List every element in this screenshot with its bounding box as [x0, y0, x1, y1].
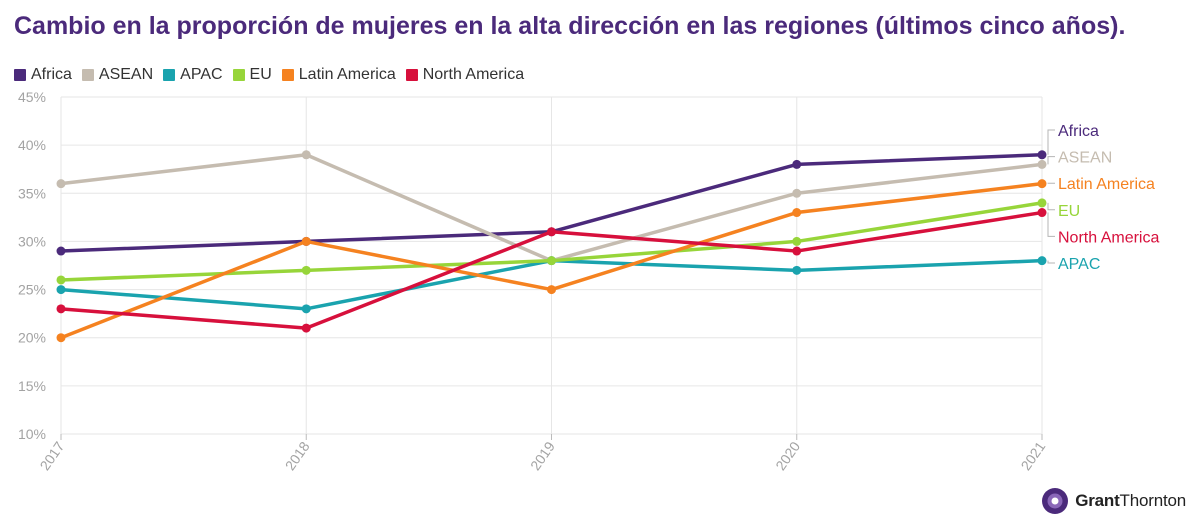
x-tick-label: 2017 — [36, 438, 67, 473]
data-point-asean — [56, 179, 66, 189]
data-point-asean — [301, 150, 311, 160]
legend-item-north-america: North America — [405, 66, 525, 84]
y-tick-label: 30% — [18, 233, 46, 249]
end-label-latin-america: Latin America — [1058, 176, 1155, 193]
data-point-apac — [792, 265, 802, 275]
data-point-latin-america — [1037, 179, 1047, 189]
legend-item-asean: ASEAN — [81, 66, 154, 84]
y-tick-label: 45% — [18, 89, 46, 105]
y-tick-label: 40% — [18, 137, 46, 153]
x-tick-label: 2020 — [772, 438, 803, 473]
data-point-apac — [56, 285, 66, 295]
y-tick-label: 25% — [18, 282, 46, 298]
end-label-eu: EU — [1058, 203, 1080, 220]
data-point-eu — [1037, 198, 1047, 208]
legend-swatch — [81, 69, 94, 81]
legend-item-eu: EU — [232, 66, 272, 84]
data-point-africa — [1037, 150, 1047, 160]
data-point-latin-america — [792, 208, 802, 218]
legend-label: Latin America — [298, 66, 396, 83]
legend-swatch — [14, 69, 26, 81]
data-point-north-america — [547, 227, 556, 237]
data-point-latin-america — [547, 285, 556, 295]
data-point-africa — [56, 246, 66, 256]
brand-name: GrantThornton — [1075, 491, 1186, 511]
x-tick-label: 2019 — [527, 438, 558, 473]
data-point-eu — [301, 265, 311, 275]
legend-label: APAC — [180, 66, 223, 83]
legend-swatch — [405, 69, 418, 81]
data-point-eu — [792, 236, 802, 246]
legend-label: North America — [422, 66, 525, 83]
legend-swatch — [163, 69, 176, 81]
y-tick-label: 15% — [18, 378, 46, 394]
data-point-north-america — [1037, 208, 1047, 218]
legend-swatch — [232, 69, 245, 81]
y-tick-label: 20% — [18, 330, 46, 346]
data-point-apac — [1037, 256, 1047, 266]
legend-item-apac: APAC — [163, 66, 223, 84]
leader-line-apac — [1047, 260, 1055, 264]
end-label-asean: ASEAN — [1058, 150, 1112, 167]
leader-line-asean — [1047, 156, 1055, 165]
data-point-north-america — [301, 323, 311, 333]
data-point-latin-america — [56, 333, 66, 343]
y-tick-label: 35% — [18, 185, 46, 201]
data-point-eu — [56, 275, 66, 285]
legend-swatch — [281, 69, 294, 81]
end-label-north-america: North America — [1058, 229, 1159, 246]
end-label-apac: APAC — [1058, 256, 1100, 273]
data-point-north-america — [792, 246, 802, 256]
legend-item-africa: Africa — [14, 66, 72, 84]
chart-title: Cambio en la proporción de mujeres en la… — [14, 12, 1126, 40]
data-point-asean — [1037, 159, 1047, 169]
data-point-africa — [792, 159, 802, 169]
legend-item-latin-america: Latin America — [281, 66, 396, 84]
brand-name-part1: Grant — [1075, 491, 1120, 510]
x-tick-label: 2021 — [1017, 438, 1048, 473]
data-point-north-america — [56, 304, 66, 314]
grant-thornton-logo-icon — [1042, 488, 1069, 514]
x-tick-label: 2018 — [282, 438, 313, 473]
leader-line-africa — [1047, 129, 1055, 155]
grant-thornton-logo: GrantThornton — [1041, 487, 1186, 515]
legend-label: Africa — [31, 66, 72, 83]
brand-name-part2: Thornton — [1119, 491, 1187, 510]
leader-line-eu — [1047, 202, 1055, 211]
y-tick-label: 10% — [18, 426, 46, 442]
chart-legend: Africa ASEAN APAC EU Latin America North Amer… — [14, 66, 534, 84]
leader-line-north-america — [1047, 212, 1055, 237]
end-label-africa: Africa — [1058, 123, 1099, 140]
legend-label: ASEAN — [98, 66, 154, 83]
data-point-latin-america — [301, 236, 311, 246]
data-point-eu — [547, 256, 556, 266]
data-point-asean — [792, 188, 802, 198]
legend-label: EU — [249, 66, 272, 83]
data-point-apac — [301, 304, 311, 314]
